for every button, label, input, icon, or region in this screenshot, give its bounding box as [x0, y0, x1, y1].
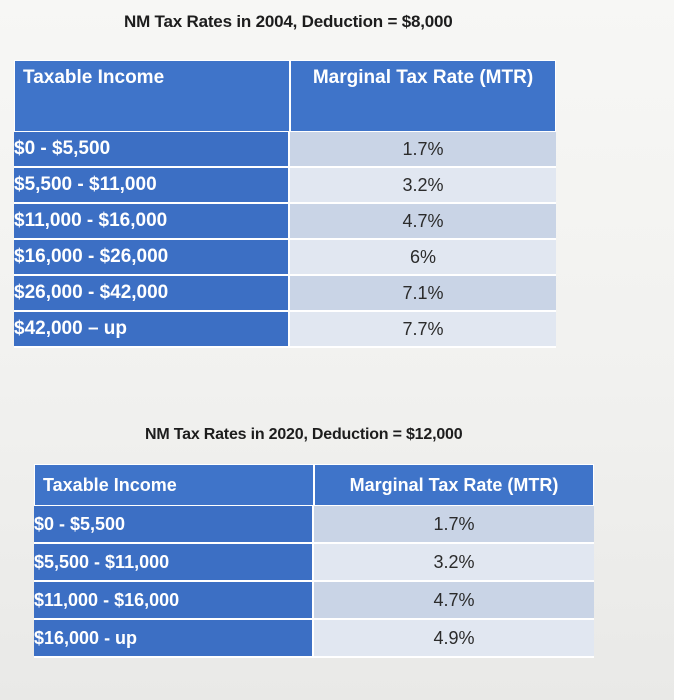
tax-rate: 1.7% [290, 132, 556, 168]
income-bracket: $5,500 - $11,000 [14, 168, 290, 204]
income-bracket: $11,000 - $16,000 [14, 204, 290, 240]
table-row: $11,000 - $16,000 4.7% [34, 582, 594, 620]
tax-rate: 1.7% [314, 506, 594, 544]
taxable-income-header: Taxable Income [34, 464, 314, 506]
tax-rate: 4.9% [314, 620, 594, 658]
table-row: $0 - $5,500 1.7% [14, 132, 556, 168]
income-bracket: $16,000 - up [34, 620, 314, 658]
tax-rate: 3.2% [314, 544, 594, 582]
tax-rates-2004-table: Taxable Income Marginal Tax Rate (MTR) $… [14, 60, 556, 348]
table-row: $26,000 - $42,000 7.1% [14, 276, 556, 312]
marginal-tax-rate-header: Marginal Tax Rate (MTR) [290, 60, 556, 132]
income-bracket: $16,000 - $26,000 [14, 240, 290, 276]
income-bracket: $42,000 – up [14, 312, 290, 348]
tax-rate: 7.1% [290, 276, 556, 312]
tax-rate: 7.7% [290, 312, 556, 348]
tax-rate: 4.7% [290, 204, 556, 240]
table-row: $5,500 - $11,000 3.2% [14, 168, 556, 204]
income-bracket: $26,000 - $42,000 [14, 276, 290, 312]
tax-rate: 6% [290, 240, 556, 276]
table-row: $11,000 - $16,000 4.7% [14, 204, 556, 240]
tax-rate: 4.7% [314, 582, 594, 620]
table-2020-title: NM Tax Rates in 2020, Deduction = $12,00… [145, 426, 463, 443]
taxable-income-header: Taxable Income [14, 60, 290, 132]
tax-rates-2020-table: Taxable Income Marginal Tax Rate (MTR) $… [34, 464, 594, 658]
table-row: $42,000 – up 7.7% [14, 312, 556, 348]
income-bracket: $0 - $5,500 [14, 132, 290, 168]
table-row: $16,000 - up 4.9% [34, 620, 594, 658]
table-row: $16,000 - $26,000 6% [14, 240, 556, 276]
table-row: $0 - $5,500 1.7% [34, 506, 594, 544]
income-bracket: $0 - $5,500 [34, 506, 314, 544]
table-row: $5,500 - $11,000 3.2% [34, 544, 594, 582]
table-2004-title: NM Tax Rates in 2004, Deduction = $8,000 [124, 12, 453, 31]
marginal-tax-rate-header: Marginal Tax Rate (MTR) [314, 464, 594, 506]
tax-rate: 3.2% [290, 168, 556, 204]
income-bracket: $5,500 - $11,000 [34, 544, 314, 582]
income-bracket: $11,000 - $16,000 [34, 582, 314, 620]
